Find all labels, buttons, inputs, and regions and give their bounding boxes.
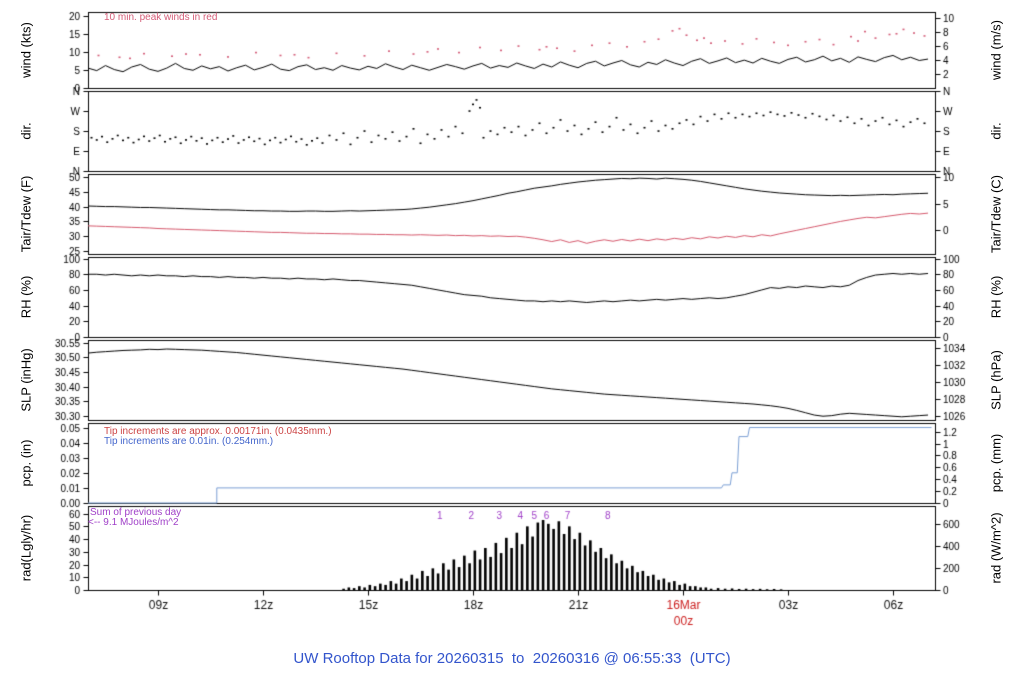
axis-title-slp-right: SLP (hPa) xyxy=(988,350,1004,410)
axis-title-temp-right: Tair/Tdew (C) xyxy=(988,174,1004,254)
axis-title-rh-left: RH (%) xyxy=(18,275,34,319)
pcp-tip-note: Tip increments are 0.01in. (0.254mm.) xyxy=(104,436,274,447)
axis-title-dir-right: dir. xyxy=(988,122,1004,140)
axis-title-rad-left: rad(Lgly/hr) xyxy=(18,514,34,582)
rad-sum-note-line2: <-- 9.1 MJoules/m^2 xyxy=(88,517,179,528)
axis-title-dir-left: dir. xyxy=(18,122,34,140)
rad-sum-note-line1: Sum of previous day xyxy=(90,507,182,518)
wind-peak-note: 10 min. peak winds in red xyxy=(104,12,218,23)
axis-title-temp-left: Tair/Tdew (F) xyxy=(18,175,34,253)
axis-title-pcp-right: pcp. (mm) xyxy=(988,433,1004,493)
axis-title-pcp-left: pcp. (in) xyxy=(18,439,34,487)
axis-title-wind-right: wind (m/s) xyxy=(988,20,1004,80)
axis-title-wind-left: wind (kts) xyxy=(18,22,34,78)
axis-title-rad-right: rad (W/m^2) xyxy=(988,512,1004,584)
axis-title-slp-left: SLP (inHg) xyxy=(18,348,34,412)
figure-title: UW Rooftop Data for 20260315 to 20260316… xyxy=(293,650,731,667)
pcp-tip-note-approx: Tip increments are approx. 0.00171in. (0… xyxy=(104,426,332,437)
axis-title-rh-right: RH (%) xyxy=(988,275,1004,319)
